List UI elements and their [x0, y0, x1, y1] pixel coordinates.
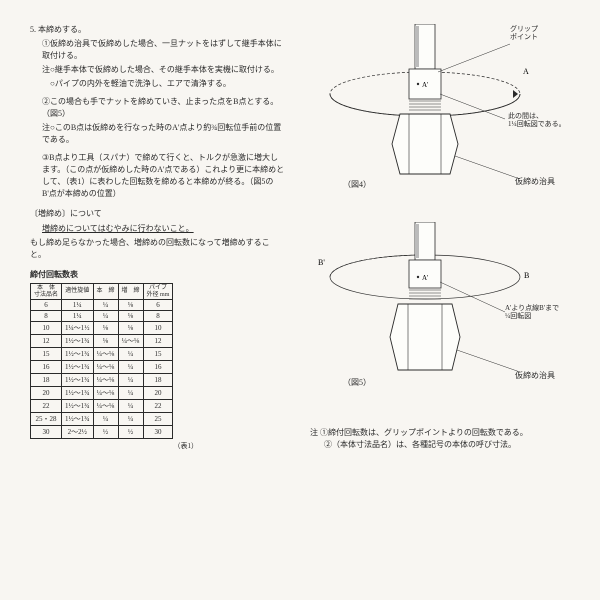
- item-1: ①仮締め治具で仮締めした場合、一旦ナットをはずして継手本体に取付ける。: [42, 38, 285, 62]
- mashijime-underlined: 増締めについてはむやみに行わないこと。: [42, 224, 194, 233]
- fig4-note: 此の間は、 1¼回転図である。: [508, 112, 566, 129]
- notes-label: 注: [310, 428, 318, 437]
- section-number: 5.: [30, 25, 36, 34]
- section-title: 本締めする。: [38, 25, 86, 34]
- mashijime-text: もし締め足らなかった場合、増締めの回転数になって増締めすること。: [30, 237, 285, 261]
- fig5-tool-label: 仮締め治具: [515, 370, 555, 381]
- item-note-2: ○パイプの内外を軽油で洗浄し、エアで清浄する。: [42, 78, 285, 90]
- figure-5: B' B A' A': [310, 222, 570, 407]
- svg-text:A: A: [523, 67, 529, 76]
- item-2: ②この場合も手でナットを締めていき、止まった点をB点とする。（図5）: [42, 96, 285, 120]
- fig4-caption: （図4）: [343, 179, 371, 190]
- item-note-1: 注○継手本体で仮締めした場合、その継手本体を実機に取付ける。: [42, 64, 285, 76]
- svg-text:B': B': [318, 258, 325, 267]
- svg-text:A': A': [422, 274, 428, 282]
- table-label: （表1）: [30, 441, 198, 451]
- fig4-tool-label: 仮締め治具: [515, 176, 555, 187]
- notes-2: ②（本体寸法品名）は、各種記号の本体の呼び寸法。: [324, 439, 570, 451]
- item-3: ③B点より工具（スパナ）で締めて行くと、トルクが急激に増大します。（この点が仮締…: [42, 152, 285, 200]
- fig5-note: A'より点線B'まで ¼回転図: [505, 304, 559, 321]
- svg-text:A': A': [422, 81, 428, 89]
- figure-4: A' A グリップ ポイント 此の間は、 1¼回転図である。: [310, 24, 570, 204]
- notes-1: ①締付回転数は、グリップポイントよりの回転数である。: [320, 428, 528, 437]
- rotation-table: 本 体 寸法品名適性旋値本 締増 締パイプ 外径 mm 61¼¼⅛681¼¼⅛8…: [30, 283, 173, 439]
- fig4-grip-label: グリップ ポイント: [510, 26, 538, 41]
- item-2-note: 注○このB点は仮締めを行なった時のA'点より約¾回転位手前の位置である。: [42, 122, 285, 146]
- svg-text:B: B: [524, 271, 529, 280]
- mashijime-heading: 〔増締め〕について: [30, 208, 285, 219]
- fig5-caption: （図5）: [343, 377, 371, 388]
- table-title: 締付回転数表: [30, 269, 285, 280]
